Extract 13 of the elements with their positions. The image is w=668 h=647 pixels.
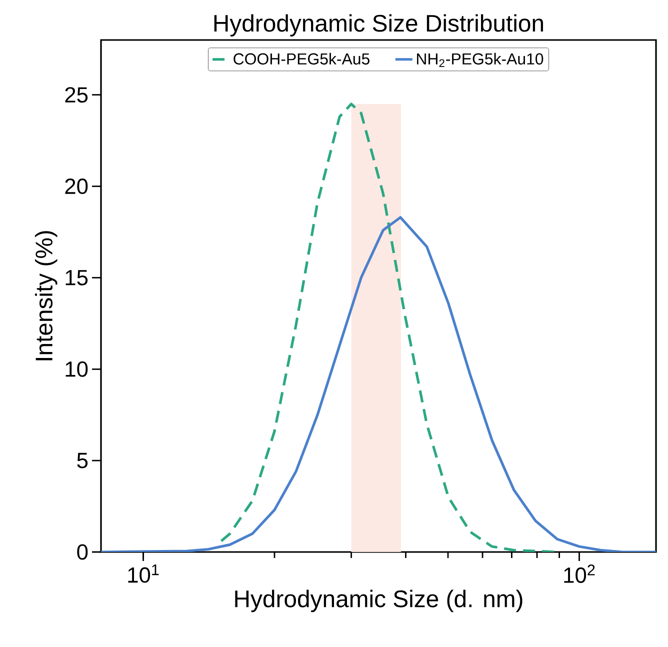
x-tick-label: 10$^{1}$: [128, 564, 159, 583]
y-tick-label: 5: [77, 452, 88, 468]
chart-title: Hydrodynamic Size Distribution: [214, 14, 543, 37]
y-tick-label: 15: [66, 270, 88, 286]
y-tick-label: 25: [65, 87, 88, 103]
legend-label: COOH-PEG5k-Au5: [234, 52, 370, 65]
legend-label: NH$_{2}$-PEG5k-Au10: [417, 52, 544, 67]
x-tick-label: 10$^{2}$: [564, 564, 595, 583]
y-tick-label: 10: [66, 361, 88, 377]
x-axis-title: Hydrodynamic Size (d. nm): [235, 590, 522, 612]
y-tick-label: 0: [77, 544, 88, 560]
y-axis-title: Intensity (%): [34, 231, 58, 360]
y-tick-label: 20: [65, 178, 88, 194]
